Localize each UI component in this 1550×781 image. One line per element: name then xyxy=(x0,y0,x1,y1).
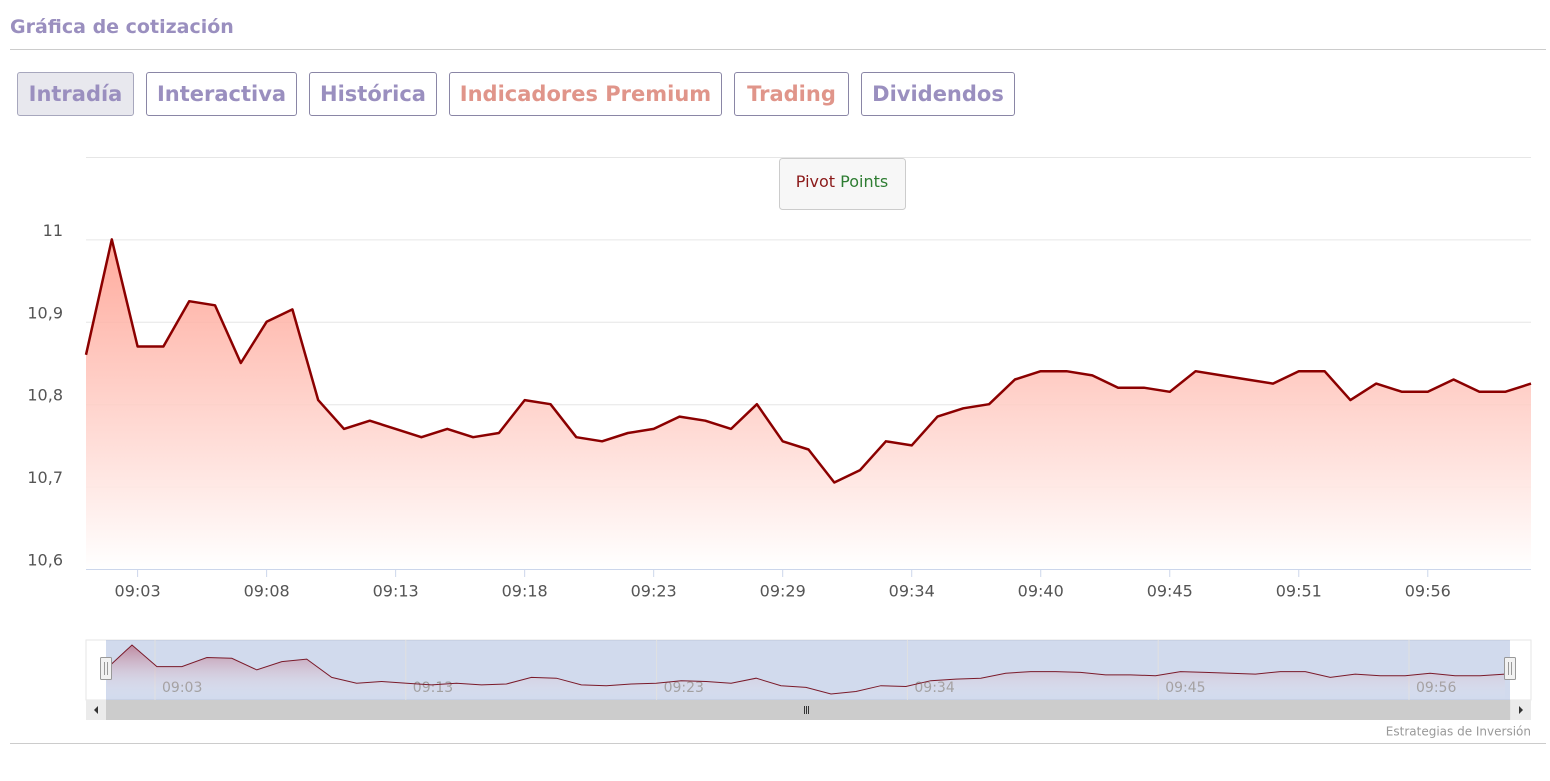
x-tick-label: 09:23 xyxy=(631,582,677,601)
button-label: Pivot Points xyxy=(796,172,888,191)
navigator-handle[interactable] xyxy=(100,657,112,680)
tab[interactable]: Dividendos xyxy=(861,72,1015,116)
x-tick-label: 09:08 xyxy=(244,582,290,601)
x-tick-label: 09:18 xyxy=(502,582,548,601)
arrow xyxy=(1519,706,1523,714)
y-tick-label: 11 xyxy=(43,221,63,240)
x-tick-label: 09:03 xyxy=(115,582,161,601)
tab[interactable]: Interactiva xyxy=(146,72,297,116)
y-tick-label: 10,6 xyxy=(27,551,63,570)
x-tick-label: 09:45 xyxy=(1147,582,1193,601)
credit: Estrategias de Inversión xyxy=(1386,725,1531,739)
word: Pivot xyxy=(796,172,835,191)
x-tick-label: 09:13 xyxy=(373,582,419,601)
word: Points xyxy=(840,172,888,191)
tab[interactable]: Histórica xyxy=(309,72,437,116)
area xyxy=(86,239,1531,569)
y-tick-label: 10,7 xyxy=(27,468,63,487)
pivot-button[interactable]: Pivot Points xyxy=(779,158,906,210)
navigator-area xyxy=(107,645,1505,700)
section-title: Gráfica de cotización xyxy=(10,16,234,38)
x-tick-label: 09:29 xyxy=(760,582,806,601)
tab[interactable]: Indicadores Premium xyxy=(449,72,722,116)
navigator-handle[interactable] xyxy=(1504,657,1516,680)
button-bg xyxy=(779,158,906,210)
arrow xyxy=(94,706,98,714)
tab[interactable]: Intradía xyxy=(17,72,134,116)
x-tick-label: 09:51 xyxy=(1276,582,1322,601)
line xyxy=(84,238,1532,484)
x-tick-label: 09:56 xyxy=(1405,582,1451,601)
tab[interactable]: Trading xyxy=(734,72,849,116)
navigator-line xyxy=(106,644,1506,695)
y-tick-label: 10,8 xyxy=(27,386,63,405)
x-tick-label: 09:34 xyxy=(889,582,935,601)
x-tick-label: 09:40 xyxy=(1018,582,1064,601)
y-tick-label: 10,9 xyxy=(27,303,63,322)
